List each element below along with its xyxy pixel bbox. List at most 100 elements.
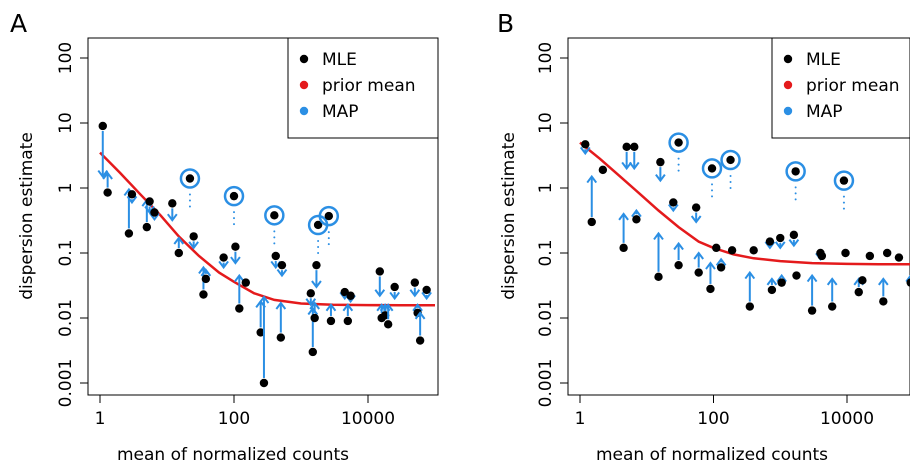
legend-swatch: [299, 80, 309, 90]
arrow-head: [744, 270, 756, 280]
arrow-head: [389, 291, 400, 301]
y-tick-label: 0.001: [536, 359, 556, 408]
outlier-dot: [233, 211, 235, 214]
outlier-ring: [179, 168, 201, 189]
mle-point: [229, 191, 239, 201]
x-axis-title: mean of normalized counts: [596, 445, 828, 465]
outlier-dot: [677, 157, 680, 160]
mle-point: [168, 199, 177, 208]
outlier-ring: [720, 149, 741, 171]
mle-point: [310, 313, 319, 323]
mle-point: [313, 220, 323, 230]
arrow-head: [776, 273, 787, 283]
mle-point: [827, 302, 837, 311]
x-tick-label: 100: [218, 409, 250, 429]
plot-frame: [567, 37, 910, 396]
arrow-head: [173, 236, 185, 245]
arrow-head: [668, 203, 679, 213]
mle-point: [270, 211, 279, 220]
arrow-head: [342, 303, 354, 312]
outlier-dot: [729, 186, 732, 189]
arrow-head: [690, 215, 702, 224]
arrow-head: [715, 257, 727, 266]
legend-label: MLE: [322, 50, 357, 70]
panel-b: B 0.001 0.01 0.1 1 10 100 1 100 10000 mean of norm…: [497, 9, 910, 465]
mle-point: [632, 215, 641, 224]
mle-point: [767, 285, 777, 295]
mle-point: [669, 198, 678, 207]
legend-swatch: [783, 106, 793, 116]
mle-point: [174, 248, 183, 258]
mle-point: [789, 230, 799, 240]
mle-point: [201, 274, 211, 284]
panel-letter: A: [10, 9, 27, 38]
mle-point: [716, 263, 726, 272]
legend-swatch: [299, 106, 309, 116]
outlier-dot: [677, 169, 680, 172]
mle-point: [343, 316, 353, 326]
arrow-head: [200, 268, 212, 277]
mle-point: [259, 378, 269, 388]
mle-point: [865, 251, 875, 261]
arrow-head: [705, 261, 716, 270]
arrow-head: [309, 301, 320, 310]
mle-point: [879, 297, 888, 306]
arrow-head: [167, 213, 178, 222]
y-tick-label: 0.1: [536, 239, 556, 266]
outlier-dot: [327, 231, 330, 234]
arrow-head: [586, 174, 598, 184]
mle-point: [630, 142, 639, 152]
outlier-dot: [188, 205, 191, 208]
mle-point: [694, 268, 703, 277]
mle-point: [674, 138, 683, 147]
mle-point: [619, 243, 628, 253]
mle-point: [308, 347, 317, 357]
outlier-dot: [794, 186, 797, 189]
mle-point: [654, 272, 663, 282]
outlier-dot: [711, 183, 714, 186]
arrow-head: [878, 277, 889, 286]
outlier-dot: [273, 230, 276, 233]
mle-point: [189, 232, 198, 241]
y-tick-label: 0.01: [56, 299, 76, 337]
legend-label: MAP: [806, 102, 843, 122]
legend: MLE prior mean MAP: [771, 37, 910, 139]
mle-point: [150, 208, 159, 217]
outlier-ring: [318, 205, 340, 227]
mle-point: [375, 267, 384, 276]
mle-point: [185, 174, 195, 183]
y-tick-label: 0.01: [536, 299, 556, 337]
y-tick-label: 0.001: [56, 359, 76, 408]
arrow-head: [276, 268, 288, 278]
outlier-dot: [233, 223, 235, 226]
legend-box: [287, 37, 439, 139]
mle-point: [749, 246, 758, 255]
y-tick-label: 0.1: [56, 239, 76, 266]
mle-point: [906, 278, 910, 287]
panel-letter: B: [497, 9, 514, 38]
mle-point: [124, 229, 134, 238]
mle-point: [271, 251, 280, 261]
mle-point: [581, 140, 590, 149]
outlier-dot: [842, 207, 845, 210]
arrow-head: [230, 256, 241, 265]
mle-point: [707, 164, 717, 173]
y-axis-title: dispersion estimate: [499, 132, 519, 300]
mle-point: [306, 289, 315, 298]
y-tick-label: 1: [536, 183, 556, 194]
outlier-dot: [794, 198, 797, 201]
mle-point: [277, 260, 287, 270]
outlier-ring: [223, 185, 245, 207]
arrow-head: [826, 277, 838, 286]
mle-point: [235, 304, 244, 313]
x-tick-label: 100: [697, 409, 729, 429]
arrow-head: [311, 280, 322, 289]
mle-point: [792, 271, 801, 280]
arrow-head: [774, 241, 786, 250]
outlier-dot: [711, 195, 714, 198]
mle-point: [674, 260, 683, 270]
outlier-dot: [188, 193, 191, 196]
outlier-dot: [188, 199, 191, 202]
mle-point: [706, 284, 715, 294]
outlier-ring: [833, 170, 855, 191]
